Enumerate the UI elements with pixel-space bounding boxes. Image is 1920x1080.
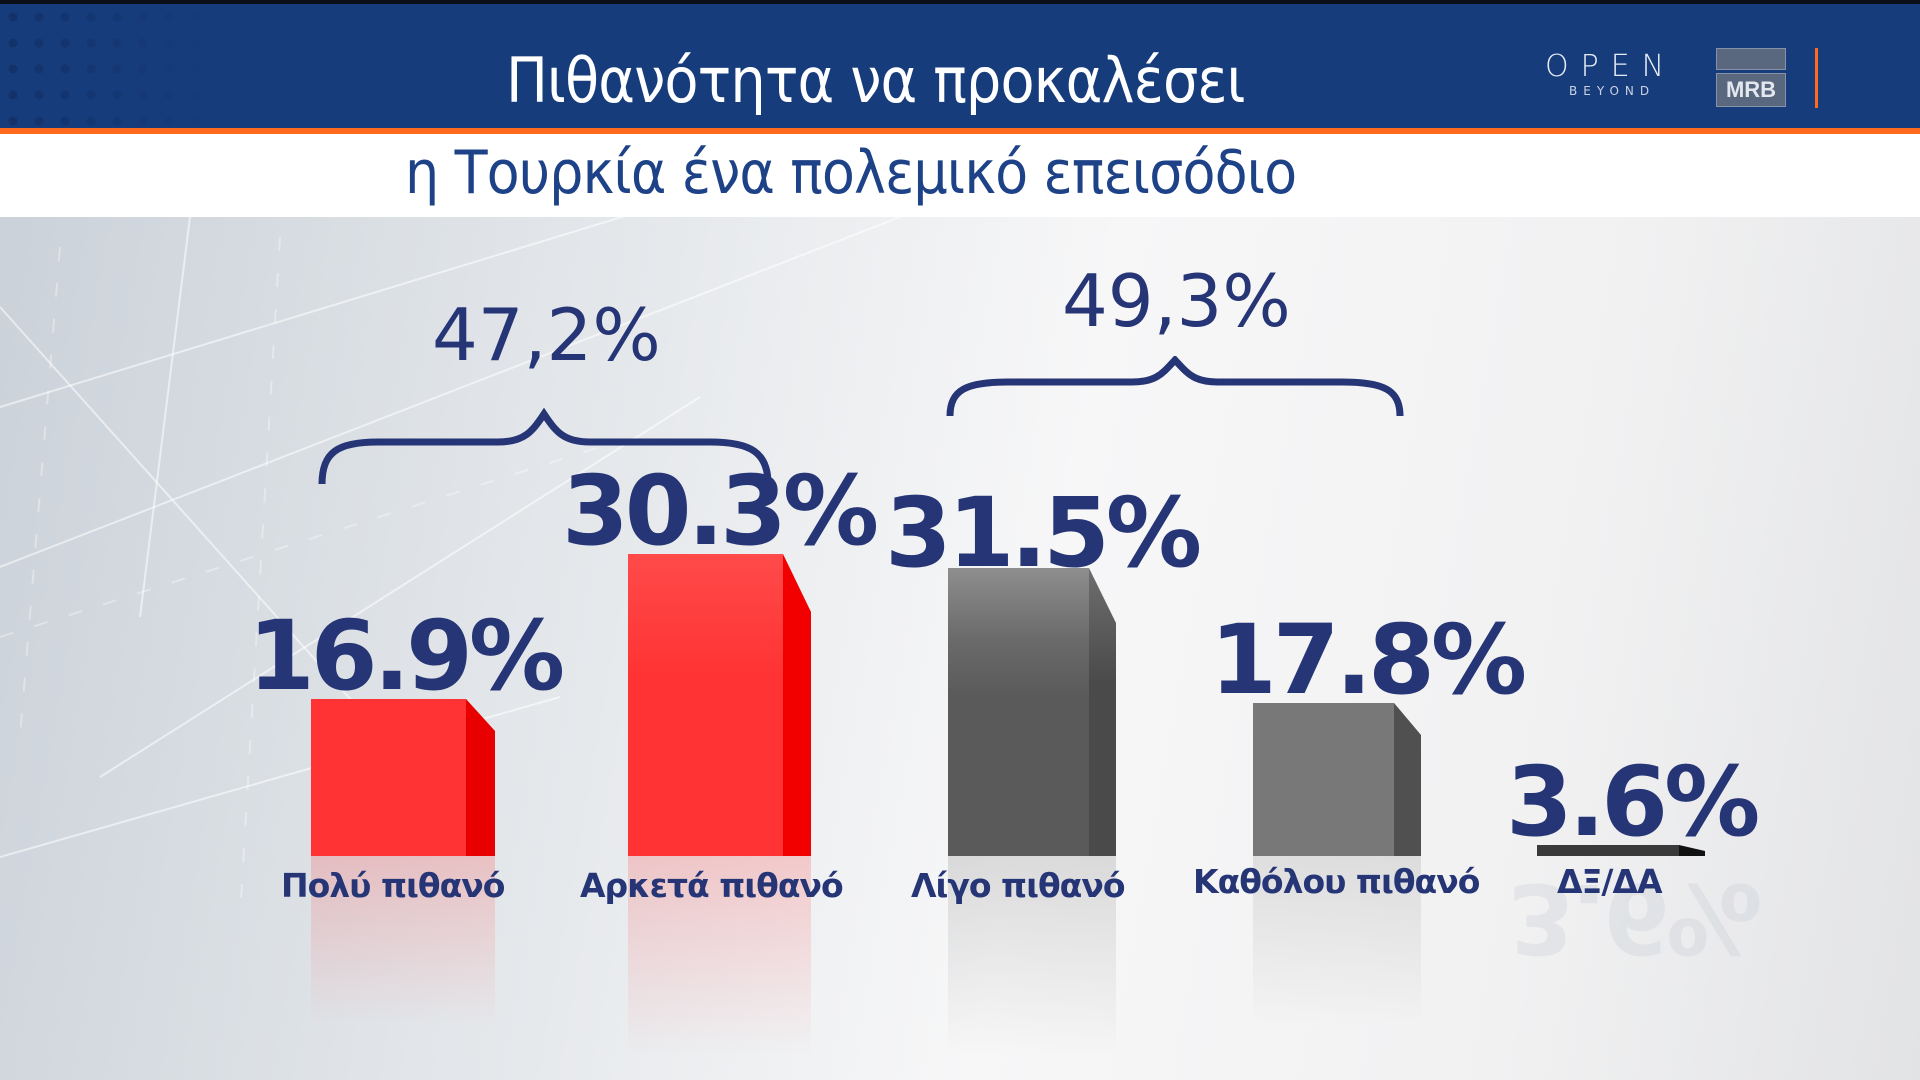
bar-side-face <box>1394 703 1421 856</box>
group-total-likely: 47,2% <box>432 293 661 377</box>
group-total-unlikely: 49,3% <box>1062 259 1291 343</box>
mrb-logo-top-block <box>1716 48 1786 70</box>
bar-category-label: ΔΞ/ΔΑ <box>1557 862 1663 901</box>
bar-category-label: Πολύ πιθανό <box>281 866 505 905</box>
page-subtitle: η Τουρκία ένα πολεμικό επεισόδιο <box>405 138 1297 208</box>
bar-side-face <box>1679 845 1705 856</box>
bar-value-label: 30.3% <box>562 455 879 567</box>
bar-side-face <box>466 699 495 856</box>
bar-value-label: 3.6% <box>1506 746 1760 858</box>
bar-reflection <box>1253 856 1421 1026</box>
top-border <box>0 0 1920 4</box>
bar-side-face <box>783 554 811 856</box>
open-logo-word: OPEN <box>1545 49 1677 84</box>
open-beyond-logo: OPEN BEYOND <box>1545 52 1675 112</box>
bar-slightly-likely <box>948 568 1089 856</box>
subtitle-band <box>0 134 1920 217</box>
group-brace-unlikely <box>946 356 1404 417</box>
open-logo-sub: BEYOND <box>1569 84 1656 98</box>
bar-not-likely <box>1253 703 1394 856</box>
accent-stripe <box>0 128 1920 134</box>
group-brace-likely <box>318 408 772 485</box>
header-pattern-fade <box>0 4 1920 128</box>
bar-value-label: 17.8% <box>1210 604 1527 716</box>
bar-category-label: Αρκετά πιθανό <box>580 866 844 905</box>
bar-reflection <box>628 856 811 1056</box>
bar-value-label: 16.9% <box>248 600 565 712</box>
page-title: Πιθανότητα να προκαλέσει <box>506 44 1246 117</box>
bar-side-face <box>1089 568 1116 856</box>
bar-reflection <box>311 856 495 1026</box>
bar-category-label: Λίγο πιθανό <box>911 866 1125 905</box>
mrb-logo: MRB <box>1716 48 1786 108</box>
bar-dont-know <box>1537 845 1679 856</box>
bar-reflection <box>948 856 1116 1056</box>
bar-very-likely <box>311 699 466 856</box>
bar-category-label: Καθόλου πιθανό <box>1193 862 1480 901</box>
mrb-logo-text: MRB <box>1716 73 1786 107</box>
bar-value-label: 31.5% <box>885 477 1202 589</box>
bar-fairly-likely <box>628 554 783 856</box>
header-accent-divider <box>1815 48 1818 108</box>
